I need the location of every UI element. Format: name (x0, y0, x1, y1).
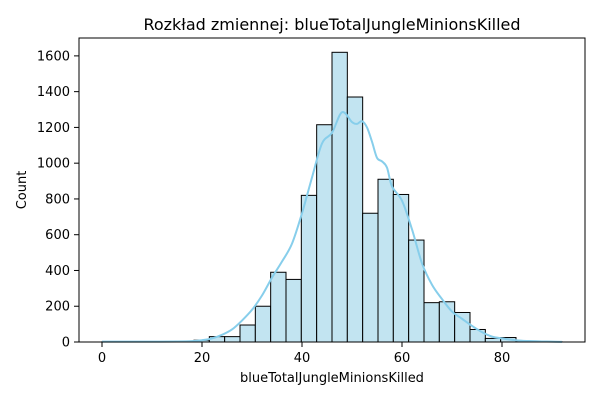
y-tick-label: 1200 (37, 121, 70, 136)
histogram-bar (285, 278, 302, 343)
histogram-bar (408, 239, 425, 343)
x-tick-label: 80 (494, 351, 511, 366)
histogram-bar (377, 178, 394, 343)
y-axis-label: Count (15, 171, 30, 210)
histogram-bar (331, 51, 348, 343)
y-tick-label: 1000 (37, 157, 70, 172)
histogram-bar (316, 124, 333, 343)
y-tick-label: 1400 (37, 85, 70, 100)
kde-curve (101, 111, 563, 343)
y-tick-label: 800 (45, 192, 70, 207)
histogram-bars (101, 51, 563, 343)
plot-frame (78, 37, 586, 343)
y-tick-label: 400 (45, 264, 70, 279)
histogram-bar (392, 193, 410, 343)
histogram-bar (346, 96, 364, 343)
x-axis-label: blueTotalJungleMinionsKilled (240, 371, 424, 386)
x-tick-label: 20 (194, 351, 211, 366)
histogram-bar (224, 336, 241, 343)
y-tick-label: 600 (45, 228, 70, 243)
y-tick-label: 200 (45, 300, 70, 315)
histogram-bar (469, 328, 486, 343)
x-tick-label: 60 (394, 351, 411, 366)
x-tick-label: 40 (294, 351, 311, 366)
histogram-bar (300, 194, 318, 343)
y-tick-label: 0 (62, 336, 70, 351)
y-axis: 0 200 400 600 800 1000 1200 1400 1600 (37, 49, 79, 351)
histogram-bar (254, 305, 272, 343)
x-axis: 0 20 40 60 80 (98, 342, 510, 366)
y-tick-label: 1600 (37, 49, 70, 64)
histogram-bar (239, 324, 256, 343)
histogram-bar (438, 301, 456, 343)
histogram-bar (362, 212, 379, 343)
histogram-bar (454, 311, 471, 343)
histogram-bar (270, 271, 287, 343)
chart-title: Rozkład zmiennej: blueTotalJungleMinions… (143, 15, 520, 34)
histogram-bar (484, 337, 502, 343)
histogram-bar (423, 302, 440, 343)
x-tick-label: 0 (98, 351, 106, 366)
